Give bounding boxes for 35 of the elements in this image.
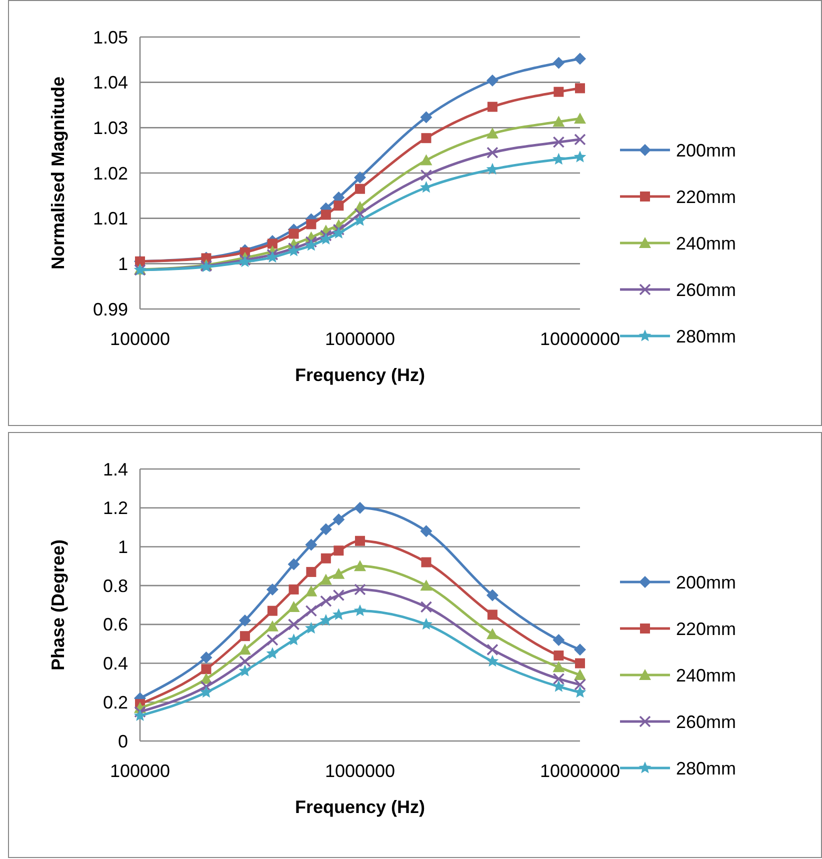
y-tick-label: 0.6 (102, 614, 128, 635)
x-axis-title: Frequency (Hz) (294, 365, 426, 385)
legend-label: 280mm (676, 326, 736, 346)
legend-label: 260mm (676, 712, 736, 732)
x-axis-title: Frequency (Hz) (294, 797, 426, 817)
x-tick-label: 100000 (110, 329, 170, 349)
y-tick-label: 0.8 (102, 576, 128, 596)
legend-label: 280mm (676, 758, 736, 778)
y-tick-label: 0 (118, 731, 128, 752)
legend-label: 240mm (676, 233, 736, 254)
y-tick-label: 1.02 (92, 163, 128, 184)
x-tick-label: 10000000 (540, 761, 620, 781)
y-tick-label: 1 (118, 537, 128, 558)
legend-label: 200mm (676, 140, 736, 160)
y-tick-label: 1.01 (92, 208, 128, 229)
y-tick-label: 1.04 (92, 72, 128, 93)
legend-label: 260mm (676, 280, 736, 300)
legend-label: 220mm (676, 186, 736, 207)
y-tick-label: 1.03 (92, 118, 128, 138)
x-tick-label: 10000000 (540, 329, 620, 349)
x-tick-label: 1000000 (324, 329, 396, 349)
y-tick-label: 1.2 (102, 498, 128, 518)
x-tick-label: 100000 (110, 761, 170, 781)
y-tick-label: 1.05 (92, 27, 128, 48)
y-tick-label: 1.4 (102, 459, 128, 480)
y-tick-label: 1 (118, 254, 128, 274)
legend-label: 240mm (676, 665, 736, 686)
y-tick-label: 0.4 (102, 654, 128, 674)
legend-label: 200mm (676, 572, 736, 592)
y-axis-title: Normalised Magnitude (48, 76, 68, 270)
x-tick-label: 1000000 (324, 761, 396, 781)
y-axis-title: Phase (Degree) (48, 539, 68, 671)
y-tick-label: 0.99 (92, 299, 128, 320)
legend-label: 220mm (676, 618, 736, 639)
y-tick-label: 0.2 (102, 692, 128, 712)
